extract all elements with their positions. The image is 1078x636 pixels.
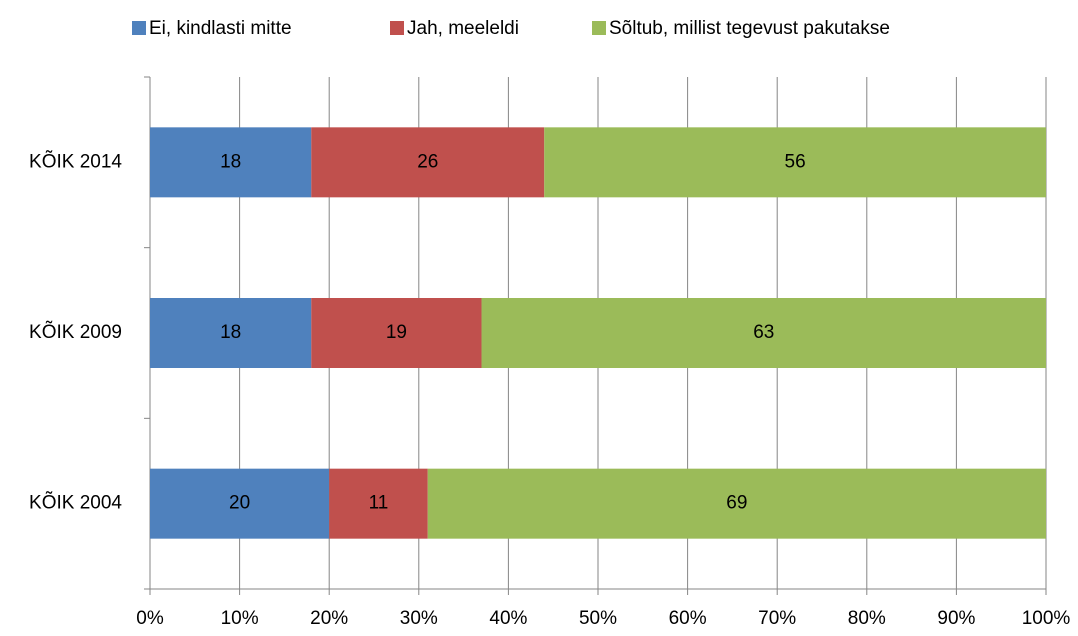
bar-segment (427, 468, 1046, 539)
bar-segment (481, 298, 1046, 368)
bar-segment (311, 127, 545, 198)
data-label: 69 (726, 493, 747, 514)
x-tick-label: 60% (669, 608, 707, 629)
legend-label: Ei, kindlasti mitte (149, 18, 292, 39)
data-label: 18 (220, 151, 241, 172)
data-label: 63 (753, 322, 774, 343)
x-tick-label: 30% (400, 608, 438, 629)
x-tick-label: 10% (221, 608, 259, 629)
y-tick-label: KÕIK 2004 (29, 492, 122, 514)
bar-segment (150, 468, 330, 539)
data-label: 19 (386, 322, 407, 343)
data-label: 26 (417, 151, 438, 172)
legend-label: Sõltub, millist tegevust pakutakse (609, 18, 890, 39)
x-tick-label: 100% (1022, 608, 1071, 629)
y-tick-label: KÕIK 2009 (29, 321, 122, 343)
bar-segment (150, 127, 312, 198)
data-label: 18 (220, 322, 241, 343)
data-label: 56 (785, 151, 806, 172)
legend-swatch (592, 21, 606, 35)
legend-swatch (390, 21, 404, 35)
data-label: 11 (369, 493, 389, 514)
legend-label: Jah, meeleldi (407, 18, 519, 39)
x-tick-label: 90% (937, 608, 975, 629)
x-tick-label: 50% (579, 608, 617, 629)
x-tick-label: 20% (310, 608, 348, 629)
y-tick-label: KÕIK 2014 (29, 150, 122, 172)
x-tick-label: 0% (136, 608, 164, 629)
x-tick-label: 80% (848, 608, 886, 629)
bar-segment (329, 468, 428, 539)
bar-segment (311, 298, 482, 368)
data-label: 20 (229, 493, 250, 514)
x-tick-label: 40% (489, 608, 527, 629)
bar-segment (150, 298, 312, 368)
x-tick-label: 70% (758, 608, 796, 629)
bar-segment (544, 127, 1046, 198)
legend-swatch (132, 21, 146, 35)
